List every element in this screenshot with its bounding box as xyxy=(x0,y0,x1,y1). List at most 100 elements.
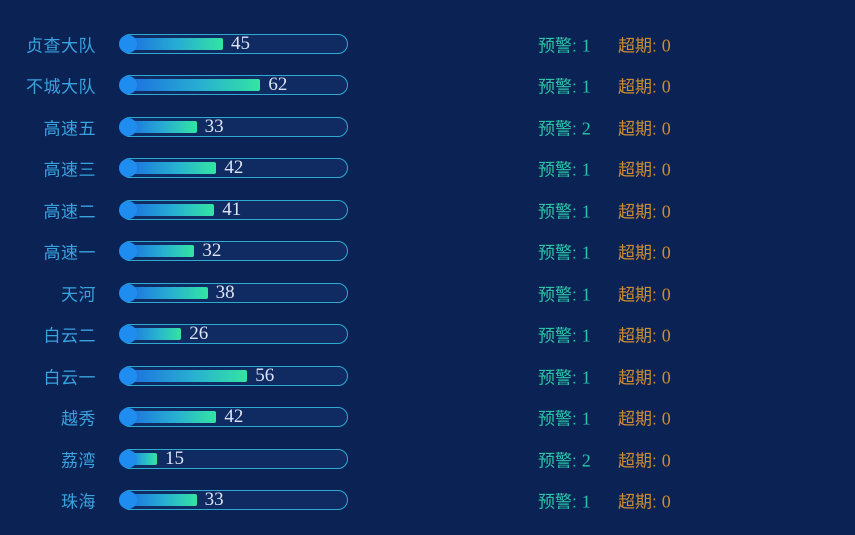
warning-stat: 预警: 1 xyxy=(538,73,591,98)
overdue-stat: 超期: 0 xyxy=(618,446,671,471)
progress-bar-fill xyxy=(124,245,195,258)
overdue-label: 超期: xyxy=(618,243,657,263)
overdue-value: 0 xyxy=(661,325,671,346)
warning-value: 1 xyxy=(581,76,591,97)
progress-bar-inner: 33 xyxy=(124,116,344,137)
warning-value: 1 xyxy=(581,284,591,305)
progress-bar-cap-icon xyxy=(119,325,137,344)
progress-bar-track: 45 xyxy=(119,33,348,54)
warning-stat: 预警: 2 xyxy=(538,446,591,471)
progress-bar-cap-icon xyxy=(119,242,137,261)
progress-bar-fill xyxy=(124,328,182,341)
progress-bar-value: 56 xyxy=(255,364,275,386)
overdue-label: 超期: xyxy=(618,492,657,512)
brigade-row: 天河 38 预警: 1 超期: 0 xyxy=(0,272,855,314)
progress-bar-cap-icon xyxy=(119,283,137,302)
warning-value: 1 xyxy=(581,408,591,429)
progress-bar-track: 38 xyxy=(119,282,348,303)
overdue-value: 0 xyxy=(661,35,671,56)
overdue-stat: 超期: 0 xyxy=(618,114,671,139)
warning-stat: 预警: 1 xyxy=(538,322,591,347)
progress-bar-fill xyxy=(124,494,197,507)
brigade-label: 天河 xyxy=(61,285,96,305)
brigade-row: 贞查大队 45 预警: 1 超期: 0 xyxy=(0,23,855,65)
progress-bar-cap-icon xyxy=(119,408,137,427)
overdue-stat: 超期: 0 xyxy=(618,239,671,264)
warning-value: 1 xyxy=(581,367,591,388)
brigade-label: 不城大队 xyxy=(26,77,96,97)
progress-bar-inner: 56 xyxy=(124,364,344,386)
overdue-stat: 超期: 0 xyxy=(618,73,671,98)
progress-bar-track: 42 xyxy=(119,406,348,428)
progress-bar-inner: 41 xyxy=(124,198,344,220)
overdue-value: 0 xyxy=(661,118,671,139)
warning-label: 预警: xyxy=(538,285,577,305)
warning-value: 1 xyxy=(581,491,591,512)
warning-label: 预警: xyxy=(538,36,577,56)
overdue-stat: 超期: 0 xyxy=(618,197,671,222)
brigade-label: 白云二 xyxy=(43,326,96,346)
warning-value: 2 xyxy=(581,118,591,139)
progress-bar-value: 41 xyxy=(222,198,242,220)
progress-bar-cap-icon xyxy=(119,76,137,95)
warning-label: 预警: xyxy=(538,368,577,388)
brigade-row: 荔湾 15 预警: 2 超期: 0 xyxy=(0,438,855,480)
progress-bar-cap-icon xyxy=(119,34,137,53)
warning-value: 1 xyxy=(581,201,591,222)
brigade-label: 高速一 xyxy=(43,243,96,263)
progress-bar-track: 42 xyxy=(119,157,348,179)
overdue-value: 0 xyxy=(661,284,671,305)
progress-bar-inner: 45 xyxy=(124,33,344,54)
warning-stat: 预警: 1 xyxy=(538,197,591,222)
progress-bar-inner: 42 xyxy=(124,157,344,178)
brigade-label: 白云一 xyxy=(43,368,96,388)
overdue-stat: 超期: 0 xyxy=(618,405,671,430)
progress-bar-value: 15 xyxy=(165,447,184,469)
progress-bar-track: 33 xyxy=(119,489,348,511)
progress-bar-value: 62 xyxy=(268,74,288,96)
brigade-row: 不城大队 62 预警: 1 超期: 0 xyxy=(0,65,855,107)
warning-label: 预警: xyxy=(538,160,577,180)
overdue-stat: 超期: 0 xyxy=(618,280,671,305)
warning-label: 预警: xyxy=(538,119,577,139)
progress-bar-fill xyxy=(124,120,197,133)
progress-bar-inner: 42 xyxy=(124,406,344,428)
brigade-row: 高速三 42 预警: 1 超期: 0 xyxy=(0,148,855,190)
overdue-label: 超期: xyxy=(618,160,657,180)
progress-bar-fill xyxy=(124,286,208,299)
progress-bar-track: 62 xyxy=(119,74,348,96)
warning-stat: 预警: 1 xyxy=(538,31,591,56)
progress-bar-cap-icon xyxy=(119,159,137,178)
overdue-value: 0 xyxy=(661,491,671,512)
overdue-label: 超期: xyxy=(618,451,657,471)
progress-bar-value: 26 xyxy=(189,323,209,345)
warning-value: 1 xyxy=(581,35,591,56)
progress-bar-value: 42 xyxy=(224,406,244,428)
progress-bar-value: 32 xyxy=(202,240,222,262)
progress-bar-inner: 33 xyxy=(124,489,344,510)
brigade-row: 白云一 56 预警: 1 超期: 0 xyxy=(0,355,855,397)
brigade-row: 高速二 41 预警: 1 超期: 0 xyxy=(0,189,855,231)
warning-stat: 预警: 1 xyxy=(538,405,591,430)
overdue-stat: 超期: 0 xyxy=(618,488,671,513)
progress-bar-track: 26 xyxy=(119,323,348,345)
overdue-stat: 超期: 0 xyxy=(618,31,671,56)
warning-stat: 预警: 1 xyxy=(538,363,591,388)
brigade-label: 荔湾 xyxy=(61,451,96,471)
overdue-value: 0 xyxy=(661,450,671,471)
progress-bar-inner: 32 xyxy=(124,240,344,262)
brigade-row: 珠海 33 预警: 1 超期: 0 xyxy=(0,480,855,522)
progress-bar-fill xyxy=(124,162,217,175)
overdue-label: 超期: xyxy=(618,202,657,222)
progress-bar-cap-icon xyxy=(119,449,137,468)
overdue-value: 0 xyxy=(661,242,671,263)
warning-label: 预警: xyxy=(538,326,577,346)
brigade-row: 高速五 33 预警: 2 超期: 0 xyxy=(0,106,855,148)
progress-bar-fill xyxy=(124,79,261,92)
warning-stat: 预警: 1 xyxy=(538,239,591,264)
brigade-label: 高速五 xyxy=(43,119,96,139)
warning-stat: 预警: 2 xyxy=(538,114,591,139)
brigade-label: 高速三 xyxy=(43,160,96,180)
warning-label: 预警: xyxy=(538,451,577,471)
progress-bar-fill xyxy=(124,411,217,424)
